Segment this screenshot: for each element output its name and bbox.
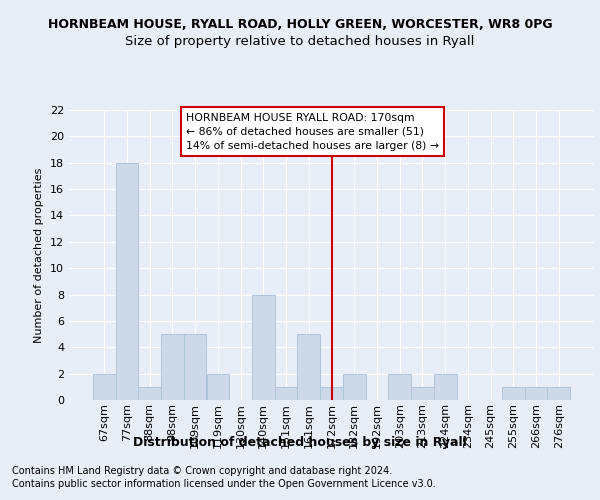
- Bar: [139, 387, 161, 400]
- Text: Size of property relative to detached houses in Ryall: Size of property relative to detached ho…: [125, 35, 475, 48]
- Bar: [411, 387, 434, 400]
- Text: Contains public sector information licensed under the Open Government Licence v3: Contains public sector information licen…: [12, 479, 436, 489]
- Bar: [93, 374, 116, 400]
- Bar: [206, 374, 229, 400]
- Bar: [184, 334, 206, 400]
- Bar: [434, 374, 457, 400]
- Text: Contains HM Land Registry data © Crown copyright and database right 2024.: Contains HM Land Registry data © Crown c…: [12, 466, 392, 476]
- Bar: [524, 387, 547, 400]
- Bar: [547, 387, 570, 400]
- Text: Distribution of detached houses by size in Ryall: Distribution of detached houses by size …: [133, 436, 467, 449]
- Bar: [161, 334, 184, 400]
- Y-axis label: Number of detached properties: Number of detached properties: [34, 168, 44, 342]
- Bar: [388, 374, 411, 400]
- Bar: [252, 294, 275, 400]
- Bar: [116, 162, 139, 400]
- Bar: [502, 387, 524, 400]
- Bar: [320, 387, 343, 400]
- Text: HORNBEAM HOUSE RYALL ROAD: 170sqm
← 86% of detached houses are smaller (51)
14% : HORNBEAM HOUSE RYALL ROAD: 170sqm ← 86% …: [186, 112, 439, 150]
- Bar: [275, 387, 298, 400]
- Bar: [298, 334, 320, 400]
- Text: HORNBEAM HOUSE, RYALL ROAD, HOLLY GREEN, WORCESTER, WR8 0PG: HORNBEAM HOUSE, RYALL ROAD, HOLLY GREEN,…: [47, 18, 553, 30]
- Bar: [343, 374, 365, 400]
